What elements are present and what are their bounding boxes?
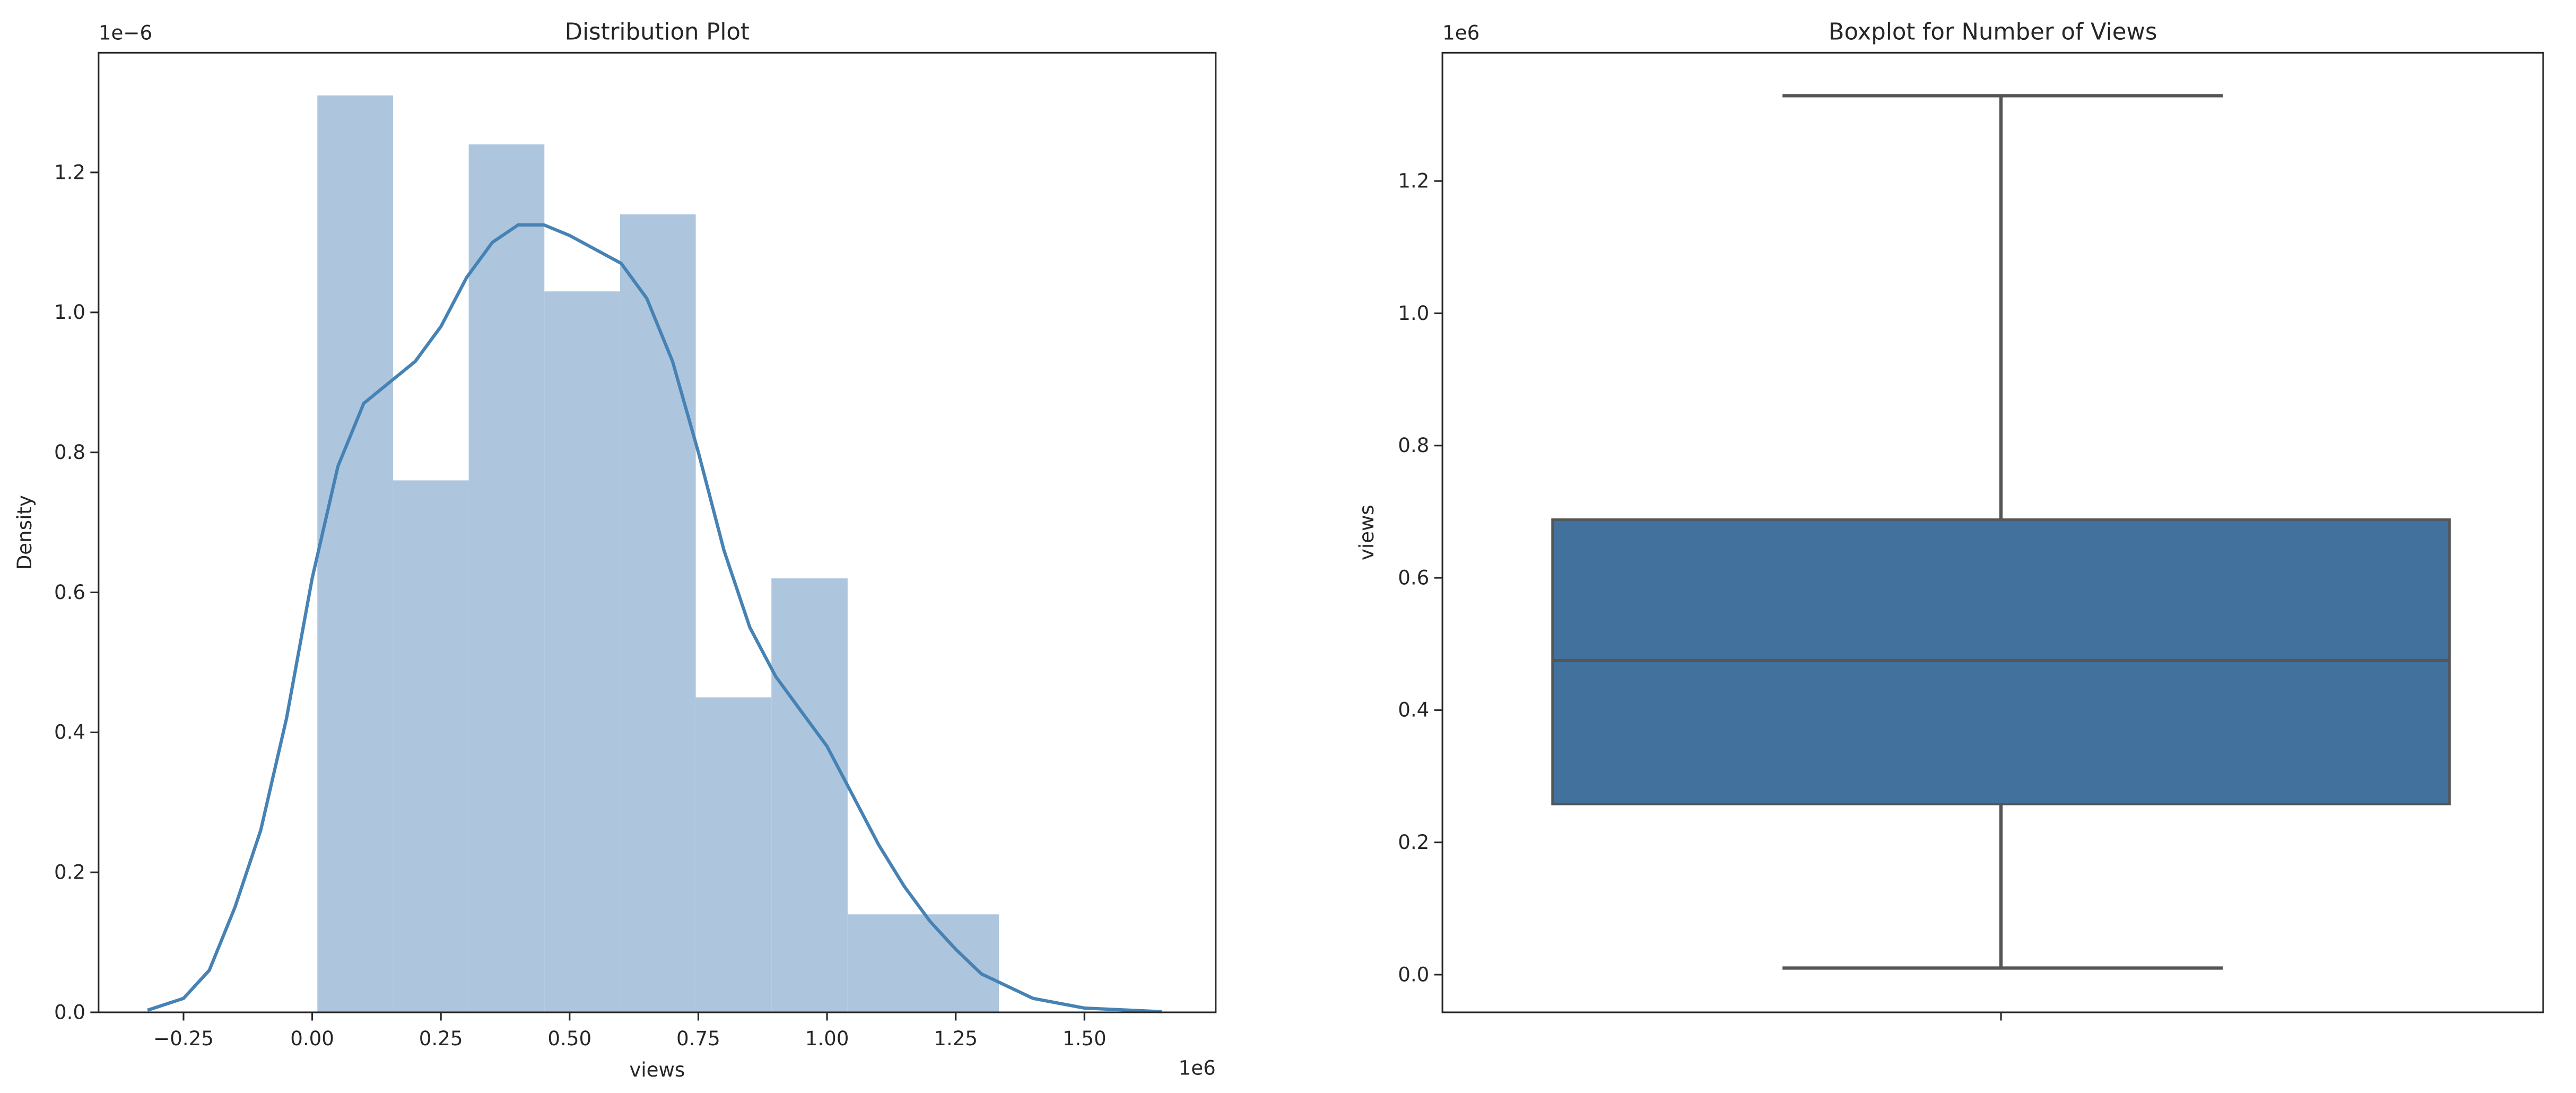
histogram-bar	[847, 914, 924, 1012]
histogram-bars	[317, 95, 999, 1012]
right-title: Boxplot for Number of Views	[1829, 19, 2157, 46]
x-tick-label: 1.25	[934, 1027, 978, 1050]
x-tick-label: 1.00	[805, 1027, 849, 1050]
y-tick-label: 0.0	[54, 1001, 85, 1023]
right-axes-frame	[1441, 51, 2544, 1013]
x-tick-label: −0.25	[153, 1027, 214, 1050]
boxplot: 0.0 0.2 0.4 0.6 0.8 1.0 1.2 Boxplot for Number…	[1355, 19, 2544, 1021]
left-xlabel: views	[629, 1059, 685, 1081]
left-ylabel: Density	[13, 495, 36, 570]
distribution-plot: −0.25 0.00 0.25 0.50 0.75 1.00 1.25 1.50 0.0 0.2…	[13, 19, 1217, 1081]
y-tick-label: 0.4	[1398, 699, 1429, 722]
histogram-bar	[620, 214, 696, 1012]
y-tick-label: 0.6	[54, 581, 85, 604]
y-tick-label: 1.2	[54, 161, 85, 184]
y-tick-label: 1.0	[1398, 302, 1429, 325]
y-tick-label: 0.0	[1398, 963, 1429, 986]
left-y-offset: 1e−6	[99, 22, 152, 45]
y-tick-label: 0.6	[1398, 566, 1429, 589]
left-x-offset: 1e6	[1179, 1057, 1216, 1080]
x-tick-label: 0.50	[547, 1027, 591, 1050]
x-ticks: −0.25 0.00 0.25 0.50 0.75 1.00 1.25 1.50	[153, 1012, 1107, 1050]
x-tick-label: 1.50	[1063, 1027, 1107, 1050]
left-title: Distribution Plot	[565, 19, 750, 46]
histogram-bar	[544, 291, 620, 1012]
histogram-bar	[695, 697, 772, 1012]
histogram-bar	[771, 578, 848, 1012]
histogram-bar	[317, 95, 393, 1012]
y-tick-label: 0.4	[54, 721, 85, 744]
histogram-bar	[923, 914, 999, 1012]
histogram-bar	[468, 144, 545, 1012]
right-ylabel: views	[1355, 505, 1378, 560]
right-y-offset: 1e6	[1442, 22, 1480, 45]
x-tick-label: 0.75	[676, 1027, 720, 1050]
y-tick-label: 1.2	[1398, 170, 1429, 193]
left-axes-frame	[98, 51, 1217, 1013]
histogram-bar	[393, 480, 469, 1012]
y-tick-label: 0.8	[54, 441, 85, 464]
y-tick-label: 1.0	[54, 301, 85, 324]
y-tick-label: 0.2	[1398, 831, 1429, 854]
kde-line	[147, 223, 1162, 1013]
x-tick-label: 0.25	[419, 1027, 463, 1050]
box-elements	[1551, 94, 2451, 970]
y-ticks: 0.0 0.2 0.4 0.6 0.8 1.0 1.2	[1398, 170, 1443, 986]
x-tick-label: 0.00	[290, 1027, 334, 1050]
y-ticks: 0.0 0.2 0.4 0.6 0.8 1.0 1.2	[54, 161, 99, 1023]
y-tick-label: 0.8	[1398, 434, 1429, 457]
y-tick-label: 0.2	[54, 861, 85, 884]
